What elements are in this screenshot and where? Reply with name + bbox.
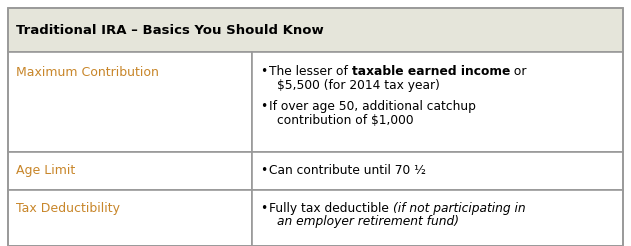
Text: Fully tax deductible: Fully tax deductible [269,202,392,215]
Text: $5,500 (for 2014 tax year): $5,500 (for 2014 tax year) [277,78,440,92]
Bar [8,52,252,152]
Bar [8,8,623,52]
Text: Can contribute until 70 ½: Can contribute until 70 ½ [269,164,426,177]
Text: •: • [260,164,268,177]
Text: Traditional IRA – Basics You Should Know: Traditional IRA – Basics You Should Know [16,24,324,36]
Text: Age Limit: Age Limit [16,164,75,177]
Text: Maximum Contribution: Maximum Contribution [16,66,159,79]
Bar [8,152,252,190]
Bar [252,190,623,246]
Text: Tax Deductibility: Tax Deductibility [16,202,120,215]
Text: an employer retirement fund): an employer retirement fund) [277,215,459,229]
Bar [252,52,623,152]
Bar [8,190,252,246]
Text: (if not participating in: (if not participating in [392,202,526,215]
Text: •: • [260,100,268,113]
Text: •: • [260,65,268,78]
Text: taxable earned income: taxable earned income [351,65,510,78]
Text: The lesser of: The lesser of [269,65,351,78]
Text: or: or [510,65,527,78]
Bar [252,152,623,190]
Text: contribution of $1,000: contribution of $1,000 [277,114,414,127]
Text: •: • [260,202,268,215]
Text: If over age 50, additional catchup: If over age 50, additional catchup [269,100,476,113]
